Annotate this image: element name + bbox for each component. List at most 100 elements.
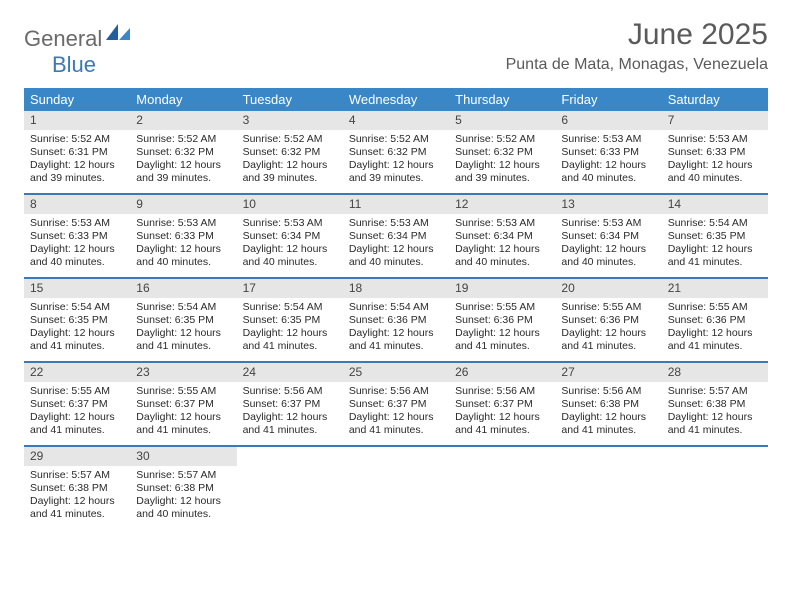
daylight-text: and 41 minutes.: [668, 256, 762, 269]
header: General Blue June 2025 Punta de Mata, Mo…: [24, 18, 768, 78]
day-number: 5: [449, 111, 555, 130]
sunset-text: Sunset: 6:31 PM: [30, 146, 124, 159]
day-content: Sunrise: 5:53 AMSunset: 6:34 PMDaylight:…: [237, 214, 343, 276]
logo-part1: General: [24, 26, 102, 51]
week-row: 8Sunrise: 5:53 AMSunset: 6:33 PMDaylight…: [24, 193, 768, 277]
day-content: Sunrise: 5:54 AMSunset: 6:36 PMDaylight:…: [343, 298, 449, 360]
daylight-text: and 41 minutes.: [668, 424, 762, 437]
weeks-container: 1 Sunrise: 5:52 AM Sunset: 6:31 PM Daylight…: [24, 111, 768, 529]
day-number: 19: [449, 279, 555, 298]
sunrise-text: Sunrise: 5:52 AM: [136, 133, 230, 146]
day-number: 28: [662, 363, 768, 382]
daylight-text: Daylight: 12 hours: [668, 243, 762, 256]
daylight-text: and 41 minutes.: [30, 424, 124, 437]
sunset-text: Sunset: 6:36 PM: [668, 314, 762, 327]
day-cell: [662, 447, 768, 529]
sunrise-text: Sunrise: 5:57 AM: [668, 385, 762, 398]
sunrise-text: Sunrise: 5:53 AM: [668, 133, 762, 146]
day-cell: 23Sunrise: 5:55 AMSunset: 6:37 PMDayligh…: [130, 363, 236, 445]
weekday-label: Tuesday: [237, 88, 343, 111]
sunrise-text: Sunrise: 5:55 AM: [136, 385, 230, 398]
sunrise-text: Sunrise: 5:54 AM: [136, 301, 230, 314]
daylight-text: and 40 minutes.: [561, 256, 655, 269]
daylight-text: and 40 minutes.: [561, 172, 655, 185]
day-cell: 2Sunrise: 5:52 AMSunset: 6:32 PMDaylight…: [130, 111, 236, 193]
daylight-text: and 41 minutes.: [455, 424, 549, 437]
day-number: 20: [555, 279, 661, 298]
day-content: Sunrise: 5:54 AMSunset: 6:35 PMDaylight:…: [130, 298, 236, 360]
daylight-text: and 39 minutes.: [243, 172, 337, 185]
day-number: 17: [237, 279, 343, 298]
sunset-text: Sunset: 6:38 PM: [136, 482, 230, 495]
daylight-text: and 39 minutes.: [136, 172, 230, 185]
daylight-text: and 40 minutes.: [455, 256, 549, 269]
sunrise-text: Sunrise: 5:52 AM: [349, 133, 443, 146]
sunrise-text: Sunrise: 5:53 AM: [349, 217, 443, 230]
day-content: Sunrise: 5:52 AMSunset: 6:32 PMDaylight:…: [449, 130, 555, 192]
logo-text: General Blue: [24, 26, 132, 78]
day-cell: 17Sunrise: 5:54 AMSunset: 6:35 PMDayligh…: [237, 279, 343, 361]
sunset-text: Sunset: 6:34 PM: [561, 230, 655, 243]
daylight-text: Daylight: 12 hours: [243, 327, 337, 340]
day-cell: 12Sunrise: 5:53 AMSunset: 6:34 PMDayligh…: [449, 195, 555, 277]
day-number: 10: [237, 195, 343, 214]
daylight-text: and 40 minutes.: [243, 256, 337, 269]
day-number: [555, 447, 661, 451]
day-number: 22: [24, 363, 130, 382]
day-content: Sunrise: 5:57 AMSunset: 6:38 PMDaylight:…: [24, 466, 130, 528]
daylight-text: and 41 minutes.: [30, 508, 124, 521]
day-number: 11: [343, 195, 449, 214]
sunset-text: Sunset: 6:37 PM: [349, 398, 443, 411]
day-cell: 26Sunrise: 5:56 AMSunset: 6:37 PMDayligh…: [449, 363, 555, 445]
sunset-text: Sunset: 6:33 PM: [136, 230, 230, 243]
weekday-label: Thursday: [449, 88, 555, 111]
day-cell: 1Sunrise: 5:52 AMSunset: 6:31 PMDaylight…: [24, 111, 130, 193]
daylight-text: Daylight: 12 hours: [668, 327, 762, 340]
weekday-label: Monday: [130, 88, 236, 111]
day-number: [449, 447, 555, 451]
sunrise-text: Sunrise: 5:55 AM: [668, 301, 762, 314]
day-content: Sunrise: 5:53 AMSunset: 6:33 PMDaylight:…: [130, 214, 236, 276]
sunrise-text: Sunrise: 5:56 AM: [561, 385, 655, 398]
day-cell: [555, 447, 661, 529]
day-content: Sunrise: 5:54 AMSunset: 6:35 PMDaylight:…: [24, 298, 130, 360]
daylight-text: and 41 minutes.: [349, 340, 443, 353]
day-cell: 30Sunrise: 5:57 AMSunset: 6:38 PMDayligh…: [130, 447, 236, 529]
daylight-text: and 40 minutes.: [136, 508, 230, 521]
sunrise-text: Sunrise: 5:54 AM: [349, 301, 443, 314]
daylight-text: and 39 minutes.: [455, 172, 549, 185]
sunrise-text: Sunrise: 5:53 AM: [136, 217, 230, 230]
sunrise-text: Sunrise: 5:54 AM: [668, 217, 762, 230]
daylight-text: and 41 minutes.: [243, 340, 337, 353]
daylight-text: Daylight: 12 hours: [349, 159, 443, 172]
sunrise-text: Sunrise: 5:53 AM: [561, 217, 655, 230]
sunrise-text: Sunrise: 5:53 AM: [243, 217, 337, 230]
daylight-text: and 41 minutes.: [243, 424, 337, 437]
day-number: 1: [24, 111, 130, 130]
day-content: Sunrise: 5:54 AMSunset: 6:35 PMDaylight:…: [662, 214, 768, 276]
daylight-text: Daylight: 12 hours: [30, 243, 124, 256]
sunset-text: Sunset: 6:33 PM: [561, 146, 655, 159]
weekday-header: Sunday Monday Tuesday Wednesday Thursday…: [24, 88, 768, 111]
day-content: Sunrise: 5:53 AMSunset: 6:33 PMDaylight:…: [662, 130, 768, 192]
day-number: 21: [662, 279, 768, 298]
day-number: 29: [24, 447, 130, 466]
day-cell: 29Sunrise: 5:57 AMSunset: 6:38 PMDayligh…: [24, 447, 130, 529]
sunrise-text: Sunrise: 5:54 AM: [243, 301, 337, 314]
month-title: June 2025: [506, 18, 768, 52]
day-content: Sunrise: 5:55 AMSunset: 6:36 PMDaylight:…: [449, 298, 555, 360]
day-cell: 7Sunrise: 5:53 AMSunset: 6:33 PMDaylight…: [662, 111, 768, 193]
day-cell: 21 Sunrise: 5:55 AMSunset: 6:36 PMDayligh…: [662, 279, 768, 361]
sunset-text: Sunset: 6:37 PM: [136, 398, 230, 411]
day-cell: 27Sunrise: 5:56 AMSunset: 6:38 PMDayligh…: [555, 363, 661, 445]
title-block: June 2025 Punta de Mata, Monagas, Venezu…: [506, 18, 768, 74]
day-number: 8: [24, 195, 130, 214]
day-cell: 19Sunrise: 5:55 AMSunset: 6:36 PMDayligh…: [449, 279, 555, 361]
sunset-text: Sunset: 6:32 PM: [243, 146, 337, 159]
daylight-text: and 41 minutes.: [561, 424, 655, 437]
daylight-text: Daylight: 12 hours: [136, 243, 230, 256]
weekday-label: Sunday: [24, 88, 130, 111]
day-cell: 11Sunrise: 5:53 AMSunset: 6:34 PMDayligh…: [343, 195, 449, 277]
day-cell: 22Sunrise: 5:55 AMSunset: 6:37 PMDayligh…: [24, 363, 130, 445]
day-number: 26: [449, 363, 555, 382]
